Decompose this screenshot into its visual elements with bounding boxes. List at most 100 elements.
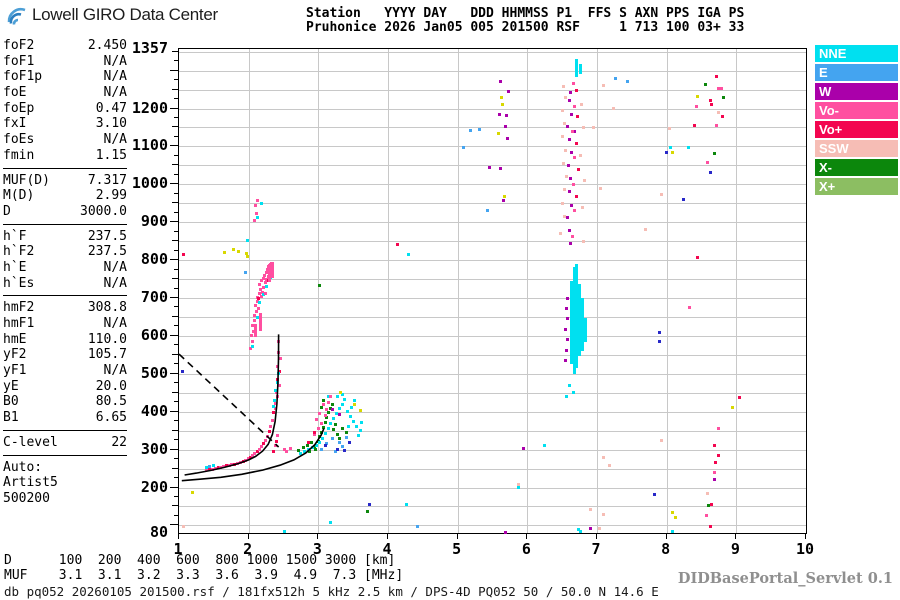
- data-point: [344, 431, 348, 435]
- data-point: [334, 412, 338, 416]
- data-point: [323, 420, 327, 424]
- x-axis-label: 7: [591, 540, 601, 558]
- data-point: [321, 436, 324, 440]
- data-point: [266, 275, 270, 279]
- data-point: [564, 327, 568, 331]
- data-point: [671, 150, 675, 154]
- param-label: h`Es: [3, 275, 35, 291]
- gridline-horizontal: [179, 279, 806, 281]
- data-point: [272, 398, 276, 402]
- y-axis-tick: [170, 486, 178, 488]
- gridline-horizontal: [179, 165, 806, 167]
- data-point: [564, 307, 568, 311]
- data-point: [257, 448, 261, 452]
- y-axis-tick: [174, 192, 178, 194]
- data-point: [602, 456, 606, 460]
- data-point: [665, 150, 669, 154]
- data-point: [563, 122, 567, 126]
- data-point: [704, 82, 708, 86]
- d-row: D 100 200 400 600 800 1000 1500 3000 [km…: [4, 553, 396, 568]
- legend-item-nne[interactable]: NNE: [815, 45, 898, 62]
- data-point: [262, 285, 266, 289]
- legend-item-ssw[interactable]: SSW: [815, 140, 898, 157]
- x-axis-label: 2: [243, 540, 253, 558]
- data-point: [308, 450, 312, 453]
- station-header-line1: Station YYYY DAY DDD HHMMSS P1 FFS S AXN…: [306, 6, 745, 21]
- data-point: [329, 422, 333, 426]
- legend-item-vo-[interactable]: Vo-: [815, 102, 898, 119]
- data-point: [573, 105, 577, 109]
- data-point: [270, 418, 274, 422]
- data-point: [326, 427, 330, 431]
- data-point: [681, 197, 685, 201]
- y-axis-tick: [170, 259, 178, 261]
- data-point: [709, 98, 713, 102]
- y-axis-label: 1000: [131, 174, 168, 193]
- data-point: [367, 503, 371, 507]
- x-axis-tick: [665, 533, 667, 539]
- gridline-horizontal: [179, 51, 806, 53]
- y-axis-label: 900: [140, 212, 168, 231]
- data-point: [713, 444, 717, 448]
- data-point: [254, 203, 258, 207]
- data-point: [564, 148, 568, 152]
- data-point: [570, 150, 574, 154]
- legend-item-w[interactable]: W: [815, 83, 898, 100]
- param-value: N/A: [103, 316, 127, 331]
- data-point: [695, 104, 699, 108]
- legend-item-x-[interactable]: X-: [815, 159, 898, 176]
- y-axis-tick: [172, 50, 178, 52]
- data-point: [569, 241, 573, 245]
- data-point: [722, 95, 726, 99]
- data-point: [542, 444, 546, 448]
- data-point: [713, 151, 717, 155]
- gridline-horizontal: [179, 184, 806, 186]
- y-axis-tick: [170, 524, 178, 526]
- y-axis-tick: [172, 88, 178, 90]
- data-point: [246, 254, 250, 258]
- data-point: [563, 215, 567, 219]
- param-label: B1: [3, 410, 19, 426]
- param-row: hmF2 308.8: [3, 300, 127, 316]
- param-label: fmin: [3, 147, 35, 163]
- y-axis-label: 1100: [131, 136, 168, 155]
- data-point: [715, 74, 719, 78]
- x-axis-label: 1: [173, 540, 183, 558]
- param-row: Artist5: [3, 475, 127, 491]
- spread-echo-bar: [569, 280, 573, 365]
- legend-item-vo+[interactable]: Vo+: [815, 121, 898, 138]
- param-row: MUF(D) 7.317: [3, 173, 127, 189]
- y-axis-tick: [174, 249, 178, 251]
- param-value: 0.47: [95, 100, 127, 116]
- param-value: N/A: [103, 275, 127, 291]
- legend-item-e[interactable]: E: [815, 64, 898, 81]
- data-point: [347, 424, 351, 428]
- plot-area[interactable]: [178, 48, 807, 534]
- data-point: [222, 251, 226, 255]
- data-point: [299, 451, 303, 455]
- data-point: [297, 448, 301, 452]
- data-point: [660, 193, 664, 197]
- data-point: [272, 449, 276, 453]
- data-point: [569, 203, 573, 207]
- x-axis-label: 5: [452, 540, 462, 558]
- param-label: 500200: [3, 490, 50, 506]
- data-point: [713, 478, 717, 482]
- data-point: [598, 186, 602, 190]
- data-point: [496, 131, 500, 135]
- legend-item-x+[interactable]: X+: [815, 178, 898, 195]
- panel-divider: [3, 223, 127, 225]
- param-value: N/A: [103, 259, 127, 275]
- data-point: [695, 94, 699, 98]
- gridline-horizontal: [179, 146, 806, 148]
- data-point: [564, 95, 568, 99]
- data-point: [567, 383, 571, 387]
- data-point: [571, 129, 575, 133]
- gridline-horizontal: [179, 222, 806, 224]
- data-point: [273, 444, 277, 448]
- data-point: [687, 146, 691, 150]
- y-axis-label: 300: [140, 439, 168, 458]
- data-point: [337, 436, 341, 440]
- data-point: [602, 512, 606, 516]
